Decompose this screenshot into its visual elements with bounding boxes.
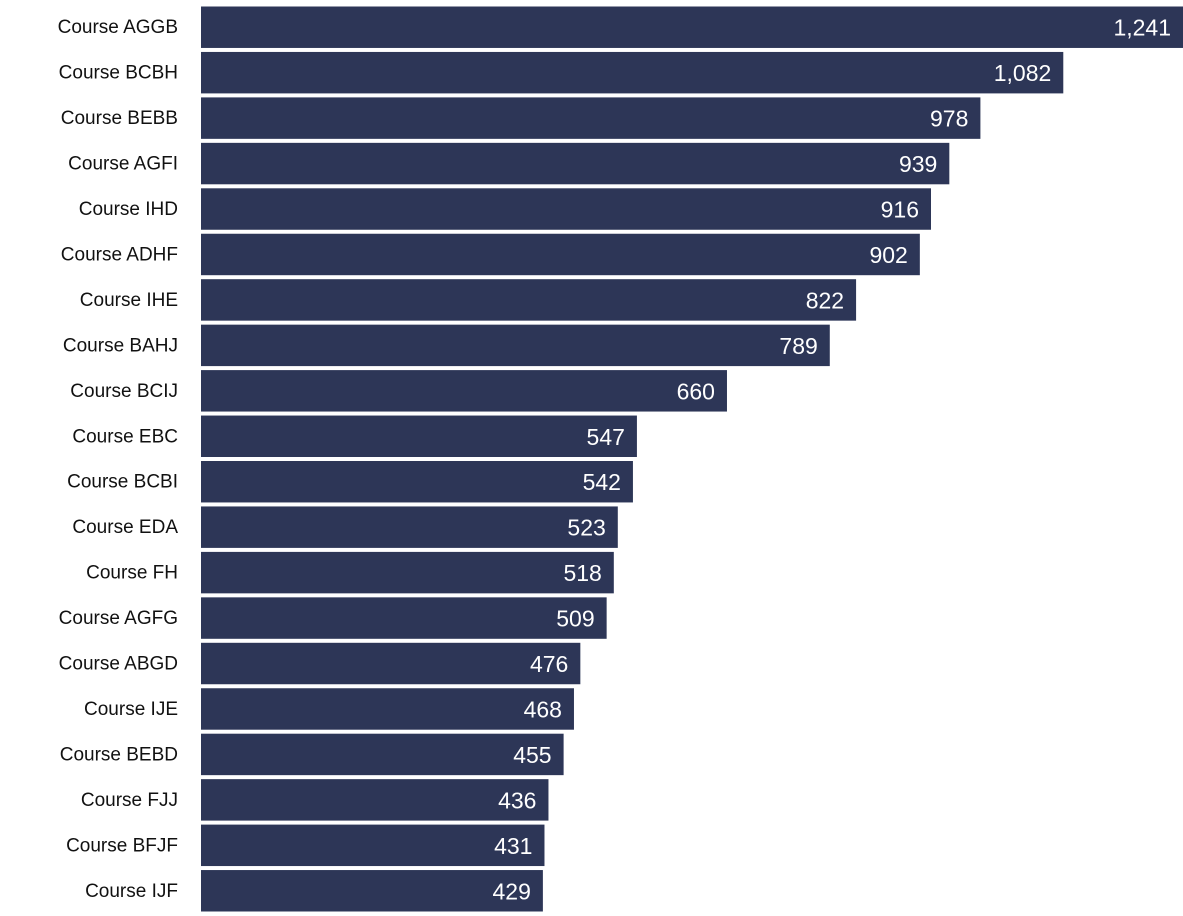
y-tick-label: Course IHE [80, 290, 178, 311]
y-tick-label: Course FH [86, 563, 178, 584]
bar [201, 279, 857, 321]
bar [201, 824, 545, 867]
bar [201, 97, 981, 139]
y-tick-label: Course IJE [84, 699, 178, 720]
y-tick-label: Course AGFI [68, 154, 178, 175]
bar [201, 142, 950, 185]
bar [201, 597, 607, 639]
bar [201, 370, 727, 412]
value-label: 431 [494, 833, 532, 859]
y-tick-label: Course BFJF [66, 835, 178, 856]
y-tick-label: Course BCIJ [70, 381, 178, 402]
y-tick-label: Course IHD [79, 199, 178, 220]
value-label: 436 [498, 787, 536, 813]
y-tick-label: Course ABGD [59, 654, 178, 675]
y-tick-label: Course BEBB [61, 108, 178, 129]
value-label: 1,241 [1113, 15, 1171, 41]
value-label: 660 [677, 378, 715, 404]
bar [201, 779, 549, 821]
y-tick-label: Course ADHF [61, 244, 178, 265]
bar [201, 551, 614, 594]
value-label: 902 [869, 242, 907, 268]
value-label: 518 [563, 560, 601, 586]
bar [201, 6, 1183, 48]
y-tick-label: Course AGFG [59, 608, 178, 629]
y-tick-label: Course FJJ [81, 790, 178, 811]
y-tick-label: Course BCBH [59, 63, 178, 84]
bar [201, 733, 564, 776]
y-tick-label: Course IJF [85, 881, 178, 902]
y-tick-label: Course AGGB [58, 17, 178, 38]
value-label: 916 [881, 197, 919, 223]
bar [201, 506, 618, 548]
bar [201, 688, 574, 730]
value-label: 978 [930, 106, 968, 132]
value-label: 939 [899, 151, 937, 177]
value-label: 509 [556, 606, 594, 632]
bar [201, 51, 1064, 94]
bar [201, 461, 633, 503]
value-label: 542 [583, 469, 621, 495]
value-label: 547 [587, 424, 625, 450]
value-label: 523 [567, 515, 605, 541]
bar [201, 324, 830, 367]
y-tick-label: Course EDA [72, 517, 178, 538]
bar [201, 233, 920, 276]
y-tick-label: Course EBC [72, 426, 178, 447]
bar [201, 642, 581, 685]
bar [201, 188, 931, 230]
value-label: 476 [530, 651, 568, 677]
y-tick-label: Course BCBI [67, 472, 178, 493]
y-tick-label: Course BEBD [60, 744, 178, 765]
bar [201, 870, 543, 912]
value-label: 1,082 [994, 60, 1052, 86]
value-label: 455 [513, 742, 551, 768]
value-label: 789 [779, 333, 817, 359]
value-label: 429 [493, 878, 531, 904]
bar [201, 415, 637, 457]
value-label: 822 [806, 287, 844, 313]
y-tick-label: Course BAHJ [63, 335, 178, 356]
value-label: 468 [524, 696, 562, 722]
